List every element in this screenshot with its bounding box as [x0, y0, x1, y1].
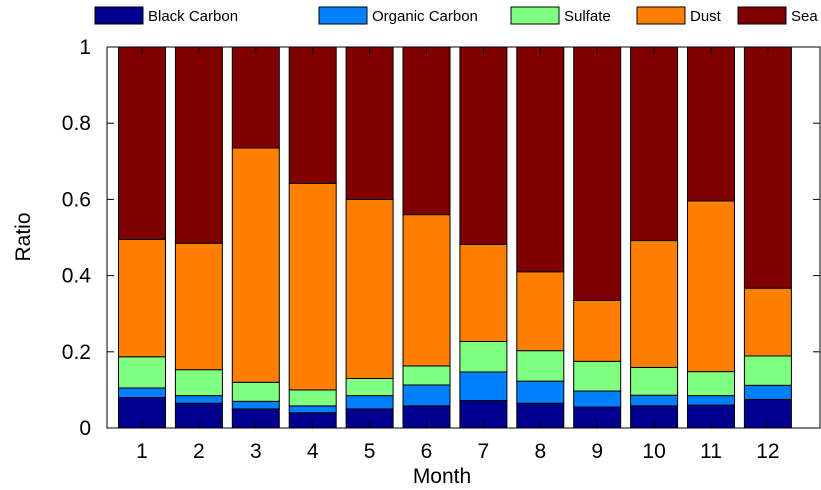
- legend-label-3: Sulfate: [564, 8, 611, 25]
- bar-segment-month-1-series-2: [118, 387, 166, 399]
- bar-segment-month-12-series-5: [743, 46, 792, 289]
- plot-area-frame: [106, 46, 821, 429]
- bar-segment-month-8-series-4: [516, 271, 565, 352]
- bar-segment-month-9-series-2: [573, 390, 622, 408]
- bar-segment-month-4-series-3: [288, 389, 337, 407]
- bar-segment-month-5-series-2: [345, 395, 394, 410]
- x-axis-title: Month: [413, 465, 471, 488]
- bar-segment-month-10-series-4: [630, 240, 679, 368]
- x-tick-label: 9: [591, 440, 603, 463]
- legend: Black Carbon Organic Carbon Sulfate Dust Sea…: [94, 6, 821, 25]
- y-tick-label: 0.2: [62, 341, 91, 364]
- legend-swatch-2: [318, 6, 368, 25]
- bar-segment-month-11-series-5: [687, 46, 735, 202]
- bar-segment-month-8-series-5: [516, 46, 565, 273]
- x-tick-label: 2: [193, 440, 205, 463]
- bars: [118, 46, 792, 429]
- x-tick-label: 12: [756, 440, 779, 463]
- bar-segment-month-7-series-4: [459, 243, 508, 343]
- bar-segment-month-6-series-4: [402, 214, 451, 367]
- x-tick-label: 8: [534, 440, 546, 463]
- bar-segment-month-1-series-3: [118, 356, 166, 389]
- bar-segment-month-11-series-3: [687, 371, 735, 397]
- bar-segment-month-4-series-4: [288, 182, 337, 391]
- bar-segment-month-1-series-4: [118, 238, 166, 358]
- legend-label-1: Black Carbon: [148, 8, 238, 25]
- bar-segment-month-2-series-2: [174, 395, 223, 404]
- bar-segment-month-1-series-5: [118, 46, 166, 240]
- x-tick-label: 11: [700, 440, 722, 463]
- bar-segment-month-12-series-3: [743, 355, 792, 386]
- bar-segment-month-2-series-3: [174, 369, 223, 397]
- bar-segment-month-9-series-5: [573, 46, 622, 301]
- legend-swatch-1: [94, 6, 144, 25]
- legend-swatch-5: [737, 6, 787, 25]
- y-axis-title: Ratio: [12, 212, 35, 261]
- x-tick-label: 5: [364, 440, 376, 463]
- bar-segment-month-10-series-3: [630, 366, 679, 396]
- x-tick-label: 10: [642, 440, 665, 463]
- x-axis: 1 2 3 4 5 6 7 8 9 10 11 12: [136, 47, 780, 463]
- x-tick-label: 4: [307, 440, 319, 463]
- bar-segment-month-2-series-4: [174, 242, 223, 371]
- y-tick-label: 0.8: [62, 112, 91, 135]
- bar-segment-month-6-series-3: [402, 365, 451, 386]
- y-tick-label: 1: [79, 36, 91, 59]
- legend-label-4: Dust: [690, 8, 722, 25]
- bar-segment-month-11-series-4: [687, 200, 735, 373]
- bar-segment-month-3-series-5: [231, 46, 280, 149]
- y-tick-label: 0.6: [62, 188, 91, 211]
- bar-segment-month-9-series-3: [573, 360, 622, 392]
- x-tick-label: 1: [136, 440, 148, 463]
- legend-swatch-3: [510, 6, 560, 25]
- bar-segment-month-3-series-4: [231, 147, 280, 383]
- bar-segment-month-6-series-5: [402, 46, 451, 216]
- bar-segment-month-10-series-5: [630, 46, 679, 242]
- bar-segment-month-7-series-2: [459, 371, 508, 402]
- bar-segment-month-4-series-2: [288, 405, 337, 414]
- legend-swatch-4: [636, 6, 686, 25]
- x-tick-label: 7: [478, 440, 490, 463]
- x-tick-label: 6: [421, 440, 433, 463]
- bar-segment-month-5-series-3: [345, 377, 394, 397]
- y-tick-label: 0.4: [62, 265, 92, 288]
- bar-segment-month-12-series-2: [743, 384, 792, 400]
- y-axis: 0 0.2 0.4 0.6 0.8 1: [62, 36, 820, 440]
- bar-segment-month-3-series-3: [231, 381, 280, 402]
- bar-segment-month-11-series-2: [687, 395, 735, 406]
- bar-segment-month-12-series-4: [743, 287, 792, 357]
- bar-segment-month-10-series-2: [630, 394, 679, 407]
- y-tick-label: 0: [79, 417, 91, 440]
- legend-label-5: Sea Salt: [791, 8, 821, 25]
- legend-label-2: Organic Carbon: [372, 8, 478, 25]
- bar-segment-month-5-series-4: [345, 198, 394, 379]
- bar-segment-month-8-series-3: [516, 350, 565, 382]
- bar-segment-month-9-series-4: [573, 299, 622, 362]
- bar-segment-month-2-series-5: [174, 46, 223, 244]
- bar-segment-month-6-series-2: [402, 384, 451, 407]
- bar-segment-month-3-series-2: [231, 400, 280, 410]
- bar-segment-month-7-series-3: [459, 341, 508, 373]
- bar-segment-month-5-series-5: [345, 46, 394, 200]
- bar-segment-month-8-series-2: [516, 380, 565, 404]
- bar-segment-month-4-series-5: [288, 46, 337, 184]
- bar-segment-month-7-series-5: [459, 46, 508, 245]
- x-tick-label: 3: [250, 440, 262, 463]
